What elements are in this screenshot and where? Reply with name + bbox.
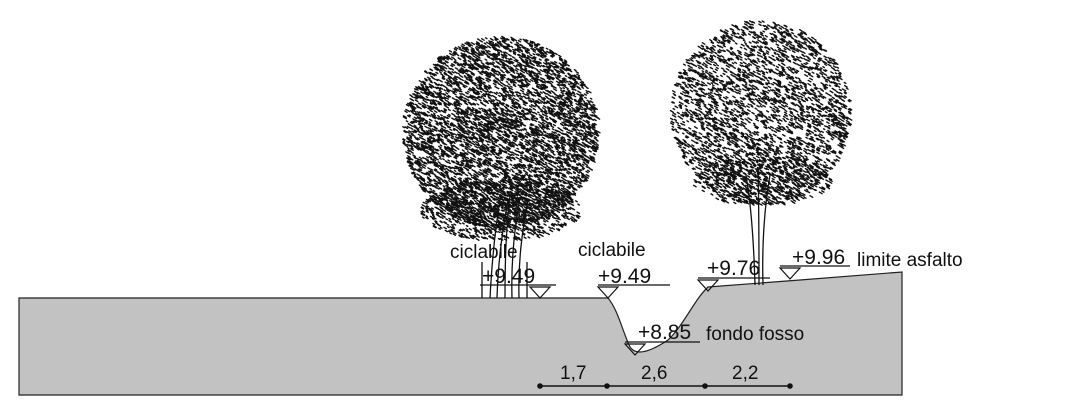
elevation-ditch-bottom: +8.85 — [638, 321, 691, 344]
left-tree-crown — [402, 35, 601, 241]
dimension-1: 1,7 — [560, 363, 586, 384]
dimension-line: 1,7 2,6 2,2 — [537, 363, 793, 389]
dimension-node — [537, 383, 543, 389]
elevation-markers — [480, 265, 850, 356]
dimension-node — [787, 383, 793, 389]
marker-left-path — [480, 284, 556, 299]
dimension-node — [702, 383, 708, 389]
dimension-3: 2,2 — [732, 363, 758, 384]
fondo-fosso-label: fondo fosso — [706, 324, 804, 345]
foliage-stipple — [402, 35, 601, 230]
limite-asfalto-label: limite asfalto — [857, 250, 963, 271]
right-tree-crown — [669, 20, 853, 206]
ciclabile-right-label: ciclabile — [578, 240, 646, 261]
dimension-node — [604, 383, 610, 389]
foliage-stipple — [692, 155, 833, 206]
right-tree — [669, 20, 853, 286]
elevation-ditch-edge: +9.76 — [707, 257, 760, 280]
elevation-asphalt-limit: +9.96 — [792, 246, 845, 269]
foliage-stipple — [420, 180, 581, 241]
marker-asphalt-limit — [778, 265, 850, 280]
elevation-right-path: +9.49 — [598, 265, 651, 288]
ground-section — [18, 271, 903, 396]
left-tree — [402, 35, 601, 299]
marker-right-path — [596, 284, 670, 299]
marker-ditch-edge — [696, 277, 770, 292]
marker-ditch-bottom — [623, 341, 700, 356]
ciclabile-left-label: ciclabile — [450, 242, 518, 263]
dimension-2: 2,6 — [641, 363, 667, 384]
elevation-left-path: +9.49 — [482, 265, 535, 288]
